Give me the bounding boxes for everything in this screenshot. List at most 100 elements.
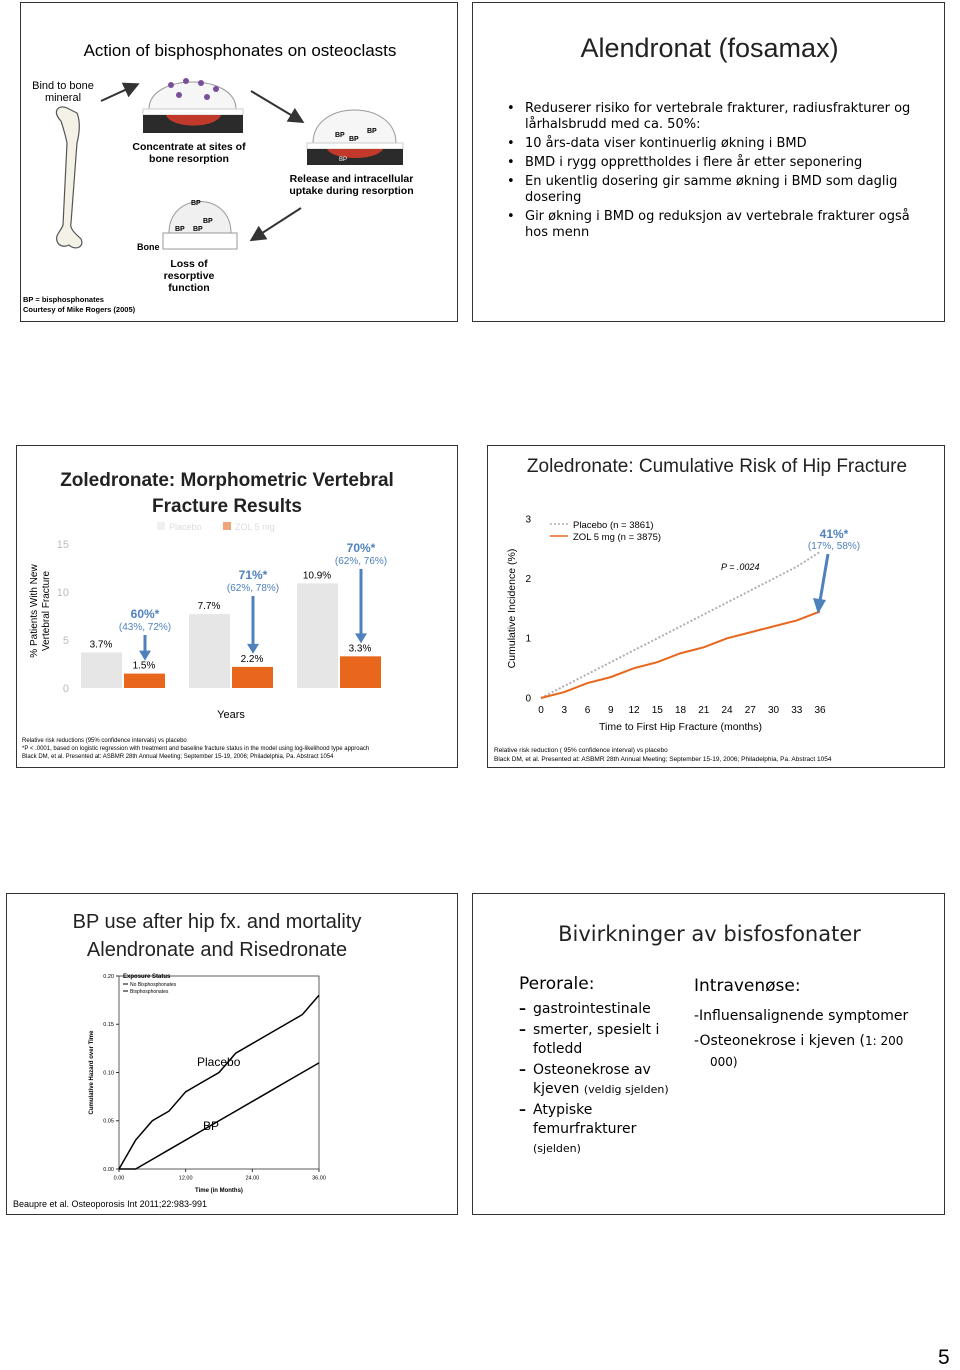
y-tick-label: 0.15 — [103, 1022, 114, 1028]
item-text: gastrointestinale — [533, 1001, 651, 1017]
interval-label: (17%, 58%) — [808, 541, 860, 552]
y-tick-label: 0.20 — [103, 974, 114, 980]
bullet: En ukentlig dosering gir samme økning i … — [507, 174, 927, 206]
item-text: -Influensalignende symptomer — [694, 1008, 909, 1024]
slide-title: Action of bisphosphonates on osteoclasts — [83, 41, 397, 60]
citation: Beaupre et al. Osteoporosis Int 2011;22:… — [13, 1199, 207, 1209]
x-tick-label: 21 — [698, 705, 710, 716]
item-text: Osteonekrose av kjeven — [533, 1062, 651, 1097]
x-tick-label: 0 — [538, 705, 544, 716]
footnote: BP = bisphosphonates — [23, 295, 104, 304]
footnote: *P < .0001, based on logistic regression… — [22, 746, 369, 752]
value-label: 3.3% — [349, 643, 372, 654]
list-item: -Influensalignende symptomer — [694, 1006, 914, 1027]
bullet: Reduserer risiko for vertebrale frakture… — [507, 101, 927, 133]
list-item: -Osteonekrose i kjeven (1: 200 000) — [694, 1031, 914, 1073]
osteoclast-3: BP BP BP BP — [306, 109, 404, 165]
x-tick-label: 0.00 — [114, 1176, 125, 1182]
bullet: BMD i rygg opprettholdes i flere år ette… — [507, 155, 927, 171]
y-tick-label: 10 — [57, 587, 69, 599]
slide-title: Bivirkninger av bisfosfonater — [558, 922, 861, 946]
x-tick-label: 6 — [585, 705, 591, 716]
x-tick-label: 12 — [628, 705, 640, 716]
footnote: Relative risk reductions (95% confidence… — [22, 738, 187, 744]
slide-mortality: BP use after hip fx. and mortality Alend… — [6, 893, 458, 1215]
legend-swatch — [157, 522, 165, 530]
reduction-label: 71%* — [239, 568, 268, 582]
legend-label: ZOL 5 mg — [235, 522, 275, 532]
y-tick-label: 5 — [63, 635, 69, 647]
y-tick-label: 0 — [63, 683, 69, 695]
title-line: Alendronate and Risedronate — [86, 939, 348, 961]
list-item: Atypiske femurfrakturer (sjelden) — [519, 1101, 669, 1158]
y-tick-label: 0.00 — [103, 1167, 114, 1173]
y-axis-label: Vertebral Fracture — [41, 571, 52, 651]
slide-vertebral-fractures: Zoledronate: Morphometric Vertebral Frac… — [16, 445, 458, 768]
value-label: 10.9% — [303, 570, 331, 581]
slide-osteoclasts: Action of bisphosphonates on osteoclasts… — [20, 2, 458, 322]
reduction-label: 60%* — [131, 607, 160, 621]
y-axis-label: % Patients With New — [29, 564, 40, 658]
item-note: 1: 200 000) — [710, 1034, 904, 1069]
bp-label: BP — [203, 218, 213, 225]
y-tick-label: 1 — [525, 634, 531, 645]
y-tick-label: 15 — [57, 539, 69, 551]
value-label: 7.7% — [198, 601, 221, 612]
series-line — [540, 550, 821, 699]
osteoclast-2: BP BP BP BP — [162, 200, 238, 250]
slide-title: BP use after hip fx. and mortality Alend… — [7, 908, 427, 964]
slide-title: Alendronat (fosamax) — [580, 33, 839, 63]
y-tick-label: 0 — [525, 693, 531, 704]
plot-frame — [118, 975, 320, 1170]
item-text: Atypiske femurfrakturer — [533, 1102, 637, 1137]
bar — [232, 666, 273, 688]
value-label: 1.5% — [133, 661, 156, 672]
legend-label: ZOL 5 mg (n = 3875) — [573, 532, 661, 543]
item-note: (veldig sjelden) — [583, 1083, 669, 1096]
x-tick-label: 36.00 — [312, 1176, 326, 1182]
column-heading: Perorale: — [519, 974, 595, 994]
title-line: BP use after hip fx. and mortality — [72, 911, 362, 933]
bp-label: BP — [193, 226, 203, 233]
interval-label: (43%, 72%) — [119, 622, 171, 633]
footnote: Black DM, et al. Presented at: ASBMR 28t… — [22, 754, 334, 760]
y-tick-label: 3 — [525, 514, 531, 525]
arrow-head — [247, 643, 259, 654]
legend-label: Placebo (n = 3861) — [573, 520, 654, 531]
x-tick-label: 27 — [745, 705, 757, 716]
bar — [189, 614, 230, 688]
step-label: Loss of resorptive function — [163, 258, 215, 294]
x-tick-label: 18 — [675, 705, 687, 716]
legend-title: Exposure Status — [123, 974, 171, 980]
reduction-label: 41%* — [820, 527, 849, 541]
curve-label: Placebo — [197, 1055, 241, 1069]
x-tick-label: 24 — [721, 705, 733, 716]
arrow — [100, 82, 140, 102]
x-tick-label: 24.00 — [245, 1176, 259, 1182]
bullet-list: Reduserer risiko for vertebrale frakture… — [507, 101, 927, 244]
x-tick-label: 33 — [791, 705, 803, 716]
legend-label: No Bisphosphonates — [130, 982, 177, 988]
series-line — [119, 1062, 320, 1170]
x-tick-label: 12.00 — [179, 1176, 193, 1182]
x-tick-label: 9 — [608, 705, 614, 716]
reduction-label: 70%* — [347, 541, 376, 555]
y-axis-label: Cumulative Incidence (%) — [506, 549, 518, 669]
item-note: (sjelden) — [533, 1142, 581, 1155]
series-line — [118, 994, 320, 1170]
y-tick-label: 2 — [525, 574, 531, 585]
femur-icon — [55, 106, 83, 249]
arrow — [250, 90, 305, 124]
arrow-head — [813, 598, 826, 614]
legend-label: Bisphosphonates — [130, 989, 169, 995]
y-tick-label: 0.05 — [103, 1119, 114, 1125]
bp-label: BP — [175, 226, 185, 233]
list-item: smerter, spesielt i fotledd — [519, 1021, 669, 1059]
item-text: -Osteonekrose i kjeven ( — [694, 1033, 866, 1049]
y-axis-label: Cumulative Hazard over Time — [89, 1030, 95, 1115]
bar-chart: 0 5 10 15 % Patients With New Vertebral Fract… — [22, 522, 387, 760]
bp-label: BP — [335, 132, 345, 139]
chart-title: Zoledronate: Cumulative Risk of Hip Frac… — [526, 456, 908, 477]
x-tick-label: 3 — [561, 705, 567, 716]
